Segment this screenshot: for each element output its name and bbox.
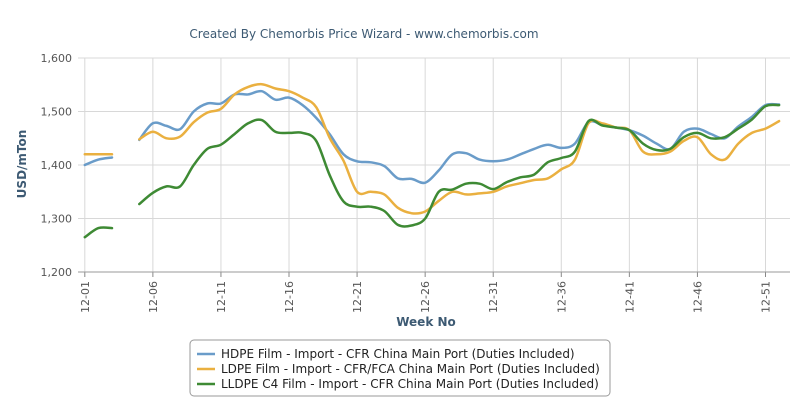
chart-title: Created By Chemorbis Price Wizard - www.…	[189, 27, 538, 41]
x-tick-label: 12-46	[691, 281, 704, 313]
y-tick-label: 1,400	[41, 159, 73, 172]
series-lines	[83, 82, 781, 239]
y-tick-label: 1,600	[41, 52, 73, 65]
y-axis-title: USD/mTon	[15, 130, 29, 199]
x-tick-label: 12-21	[351, 281, 364, 313]
x-tick-label: 12-26	[419, 281, 432, 313]
x-tick-label: 12-31	[487, 281, 500, 313]
y-axis: 1,200 1,300 1,400 1,500 1,600	[41, 52, 73, 279]
x-tick-label: 12-16	[283, 281, 296, 313]
legend-box	[189, 339, 611, 397]
x-tick-label: 12-01	[79, 281, 92, 313]
x-tick-label: 12-36	[555, 281, 568, 313]
series-line-lldpe	[138, 103, 781, 228]
legend-label-ldpe[interactable]: LDPE Film - Import - CFR/FCA China Main …	[221, 362, 600, 376]
series-line-lldpe	[83, 226, 114, 239]
gridlines	[78, 57, 790, 273]
x-tick-label: 12-11	[215, 281, 228, 313]
x-tick-label: 12-06	[147, 281, 160, 313]
x-tick-label: 12-51	[759, 281, 772, 313]
x-axis: 12-01 12-06 12-11 12-16 12-21 12-26 12-31 12-36…	[78, 271, 790, 313]
y-tick-label: 1,500	[41, 106, 73, 119]
y-tick-label: 1,300	[41, 213, 73, 226]
legend: HDPE Film - Import - CFR China Main Port…	[189, 339, 611, 397]
series-line-ldpe	[138, 82, 781, 215]
legend-label-lldpe[interactable]: LLDPE C4 Film - Import - CFR China Main …	[221, 377, 599, 391]
x-tick-label: 12-41	[623, 281, 636, 313]
legend-label-hdpe[interactable]: HDPE Film - Import - CFR China Main Port…	[221, 347, 575, 361]
y-tick-label: 1,200	[41, 266, 73, 279]
series-line-hdpe	[83, 156, 114, 167]
x-axis-title: Week No	[396, 315, 456, 329]
